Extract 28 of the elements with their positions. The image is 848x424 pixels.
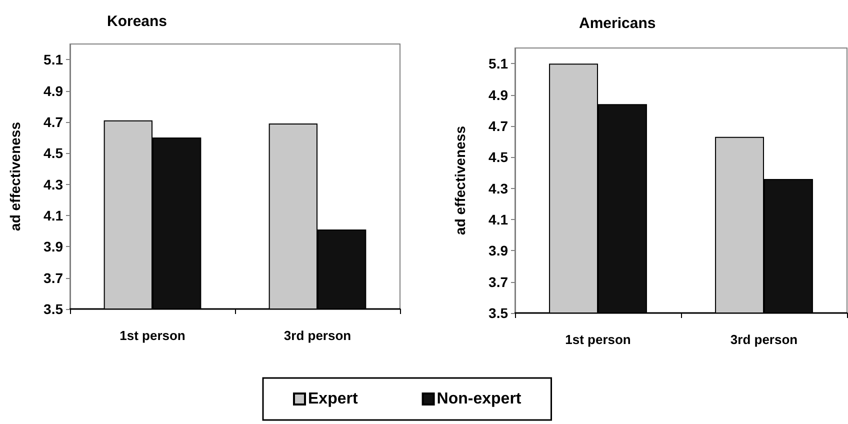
y-tick-label: 3.7 (488, 274, 508, 290)
y-tick-label: 4.9 (488, 86, 508, 103)
y-tick-label: 3.5 (44, 301, 64, 317)
y-tick-label: 3.9 (44, 238, 64, 255)
chart-title: Americans (579, 15, 656, 32)
y-tick-label: 4.1 (488, 211, 508, 228)
legend-label: Non-expert (436, 390, 522, 408)
y-tick-label: 4.1 (44, 207, 64, 224)
y-tick-label: 4.7 (488, 118, 508, 134)
y-axis-title: ad effectiveness (7, 122, 23, 231)
legend-label: Expert (308, 390, 358, 408)
y-tick-label: 3.5 (488, 305, 508, 321)
y-tick-label: 4.5 (488, 149, 508, 166)
y-tick-label: 4.5 (44, 145, 64, 162)
x-tick-label: 3rd person (284, 328, 352, 343)
chart-title: Koreans (107, 13, 168, 30)
y-tick-label: 4.7 (44, 114, 64, 130)
x-tick-label: 1st person (120, 328, 186, 343)
y-axis-title: ad effectiveness (452, 126, 468, 235)
y-tick-label: 5.1 (488, 56, 508, 72)
y-tick-label: 4.3 (44, 176, 64, 192)
y-tick-label: 4.3 (488, 180, 508, 196)
y-tick-label: 3.7 (44, 270, 64, 286)
y-tick-label: 5.1 (44, 52, 64, 68)
x-tick-label: 1st person (565, 332, 631, 347)
y-tick-label: 4.9 (44, 82, 64, 99)
x-tick-label: 3rd person (730, 332, 798, 347)
y-tick-label: 3.9 (488, 242, 508, 259)
